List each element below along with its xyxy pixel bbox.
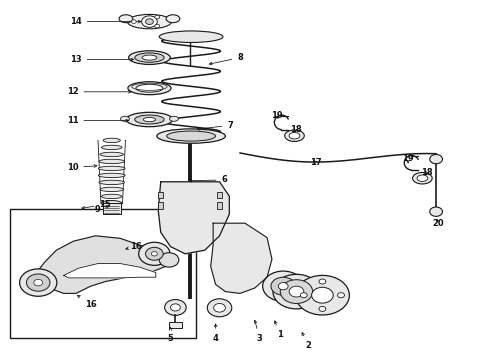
Text: 5: 5: [168, 328, 173, 343]
Ellipse shape: [100, 187, 123, 192]
Ellipse shape: [100, 152, 123, 157]
Circle shape: [430, 207, 442, 216]
Ellipse shape: [289, 132, 300, 139]
Bar: [158, 192, 163, 198]
Ellipse shape: [98, 166, 125, 171]
Ellipse shape: [143, 117, 156, 122]
Circle shape: [214, 303, 225, 312]
Circle shape: [271, 277, 295, 295]
Circle shape: [155, 24, 160, 28]
Text: 18: 18: [290, 125, 301, 134]
Ellipse shape: [167, 131, 216, 141]
Circle shape: [139, 242, 170, 265]
Circle shape: [263, 271, 304, 301]
Bar: [10, 209, 196, 338]
Circle shape: [300, 293, 307, 298]
Text: 6: 6: [189, 175, 227, 184]
Ellipse shape: [142, 55, 157, 60]
Ellipse shape: [103, 201, 121, 206]
Circle shape: [430, 154, 442, 164]
Circle shape: [171, 304, 180, 311]
Polygon shape: [64, 264, 156, 278]
Circle shape: [273, 274, 320, 309]
Ellipse shape: [413, 172, 432, 184]
Text: 16: 16: [77, 296, 97, 309]
Circle shape: [142, 16, 157, 27]
Ellipse shape: [126, 112, 172, 127]
Text: 14: 14: [70, 17, 141, 26]
Ellipse shape: [417, 175, 428, 181]
Ellipse shape: [101, 194, 122, 199]
Ellipse shape: [128, 51, 171, 64]
Ellipse shape: [135, 115, 164, 124]
Text: 19: 19: [402, 154, 414, 163]
Ellipse shape: [119, 15, 133, 23]
Circle shape: [26, 274, 50, 291]
Polygon shape: [158, 182, 229, 254]
Circle shape: [151, 252, 157, 256]
Ellipse shape: [157, 129, 225, 143]
Circle shape: [295, 275, 349, 315]
Circle shape: [146, 247, 163, 260]
Circle shape: [34, 279, 43, 286]
Text: 3: 3: [254, 320, 263, 343]
Polygon shape: [32, 236, 169, 293]
Text: 1: 1: [274, 321, 283, 339]
Ellipse shape: [285, 130, 304, 141]
Ellipse shape: [166, 15, 180, 23]
Circle shape: [289, 286, 304, 297]
Circle shape: [207, 299, 232, 317]
Text: 18: 18: [421, 168, 433, 177]
Bar: [158, 202, 163, 209]
Ellipse shape: [135, 53, 164, 62]
Circle shape: [146, 19, 153, 24]
Text: 15: 15: [82, 200, 111, 209]
Polygon shape: [211, 223, 272, 293]
Bar: [103, 203, 121, 214]
Text: 20: 20: [433, 219, 444, 228]
Circle shape: [278, 283, 288, 290]
Circle shape: [165, 300, 186, 315]
Circle shape: [131, 20, 136, 23]
Text: 2: 2: [302, 333, 312, 350]
Bar: [217, 192, 222, 198]
Ellipse shape: [127, 14, 172, 29]
Circle shape: [155, 15, 160, 19]
Bar: [217, 202, 222, 209]
Ellipse shape: [170, 116, 178, 121]
Ellipse shape: [159, 31, 223, 42]
Circle shape: [319, 306, 326, 311]
Circle shape: [20, 269, 57, 296]
Circle shape: [338, 293, 344, 298]
Text: 19: 19: [271, 111, 283, 120]
Text: 17: 17: [310, 158, 322, 167]
Ellipse shape: [136, 84, 163, 92]
Text: 4: 4: [213, 324, 219, 343]
Text: 7: 7: [197, 121, 233, 130]
Circle shape: [159, 253, 179, 267]
Text: 9: 9: [94, 205, 109, 214]
Circle shape: [312, 287, 333, 303]
Ellipse shape: [99, 159, 124, 163]
Ellipse shape: [98, 173, 125, 177]
Text: 13: 13: [70, 55, 134, 64]
Ellipse shape: [101, 201, 122, 206]
Circle shape: [319, 279, 326, 284]
Ellipse shape: [99, 180, 124, 185]
Text: 12: 12: [67, 87, 131, 96]
Ellipse shape: [101, 145, 122, 149]
Ellipse shape: [103, 138, 121, 143]
Text: 16: 16: [126, 242, 142, 251]
Text: 11: 11: [67, 116, 129, 125]
Bar: [169, 322, 182, 328]
Ellipse shape: [121, 116, 129, 121]
Ellipse shape: [128, 82, 171, 95]
Circle shape: [280, 280, 313, 303]
Text: 10: 10: [67, 163, 97, 172]
Text: 8: 8: [209, 53, 243, 65]
